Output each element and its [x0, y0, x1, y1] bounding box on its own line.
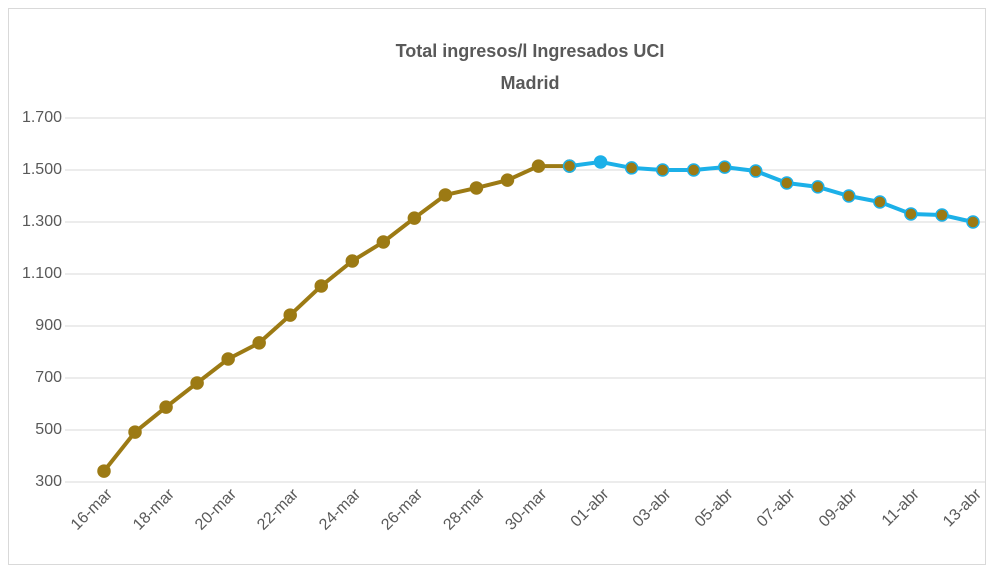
series-line	[102, 164, 570, 473]
data-point	[97, 464, 111, 478]
data-point	[159, 400, 173, 414]
chart-border	[8, 8, 986, 565]
data-point	[842, 189, 856, 203]
data-point	[780, 176, 794, 190]
data-point	[407, 211, 422, 225]
y-tick-label: 1.500	[22, 161, 62, 178]
data-point	[749, 164, 763, 178]
data-point	[624, 161, 639, 175]
data-point	[190, 376, 204, 390]
data-point	[562, 159, 577, 173]
data-point	[283, 308, 297, 322]
data-point	[252, 336, 266, 350]
data-point	[655, 163, 670, 177]
y-tick-label: 500	[35, 421, 62, 438]
data-point	[221, 352, 235, 366]
data-point	[376, 235, 391, 249]
chart-title: Total ingresos/l Ingresados UCI	[396, 41, 665, 61]
data-point	[345, 254, 360, 268]
data-point	[531, 159, 546, 173]
data-point	[904, 207, 918, 221]
y-tick-label: 1.100	[22, 265, 62, 282]
data-point	[128, 425, 142, 439]
data-point	[873, 195, 887, 209]
data-point	[469, 181, 484, 195]
y-tick-label: 1.300	[22, 213, 62, 230]
y-tick-label: 1.700	[22, 109, 62, 126]
y-tick-label: 900	[35, 317, 62, 334]
data-point	[500, 173, 515, 187]
chart-subtitle: Madrid	[500, 73, 559, 93]
data-point	[935, 208, 949, 222]
data-point	[314, 279, 328, 293]
data-point	[686, 163, 701, 177]
data-point	[717, 160, 732, 174]
data-point	[593, 155, 608, 169]
data-point	[966, 215, 980, 229]
data-point	[438, 188, 453, 202]
y-tick-label: 300	[35, 473, 62, 490]
y-tick-label: 700	[35, 369, 62, 386]
data-point	[811, 180, 825, 194]
